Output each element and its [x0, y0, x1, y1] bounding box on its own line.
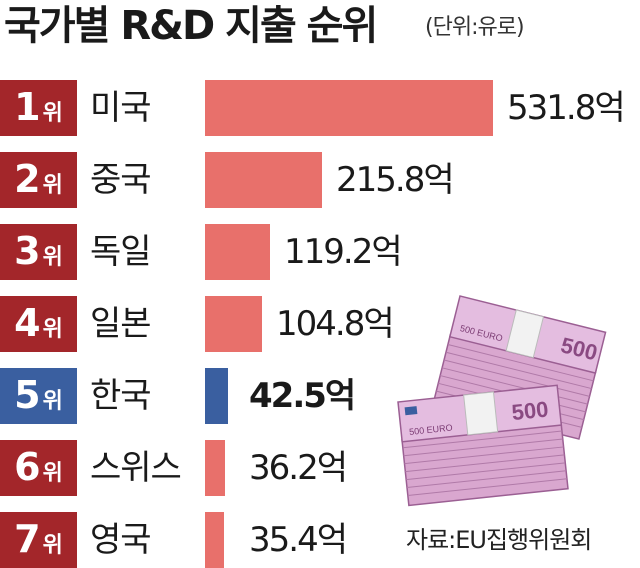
chart-row: 1 위 미국 531.8억	[0, 72, 640, 136]
chart-row: 6 위 스위스 36.2억	[0, 432, 640, 496]
euro-banknote-stacks-icon: 500 EURO 500 500 EURO 500	[397, 295, 607, 507]
rank-number: 7	[14, 517, 41, 561]
country-label: 독일	[90, 232, 152, 272]
rank-number: 5	[14, 373, 41, 417]
country-label: 중국	[90, 160, 152, 200]
value-label: 36.2억	[249, 448, 348, 488]
bar	[205, 224, 270, 280]
chart-title: 국가별 R&D 지출 순위	[4, 3, 378, 49]
bar	[205, 152, 322, 208]
chart-row: 4 위 일본 104.8억	[0, 288, 640, 352]
rank-number: 4	[14, 301, 41, 345]
unit-note: (단위:유로)	[425, 15, 525, 40]
rank-suffix: 위	[42, 461, 63, 486]
rank-number: 3	[14, 229, 41, 273]
rank-suffix: 위	[42, 533, 63, 558]
value-label: 104.8억	[276, 304, 395, 344]
bar	[205, 80, 493, 136]
chart-row: 7 위 영국 35.4억	[0, 504, 640, 568]
rank-number: 1	[14, 85, 41, 129]
bar	[205, 440, 225, 496]
rank-suffix: 위	[42, 245, 63, 270]
banknote-denomination-front: 500	[510, 396, 549, 425]
country-label: 한국	[90, 376, 152, 416]
country-label: 미국	[90, 88, 152, 128]
bar	[205, 368, 228, 424]
chart-row: 2 위 중국 215.8억	[0, 144, 640, 208]
chart-row: 3 위 독일 119.2억	[0, 216, 640, 280]
rank-number: 6	[14, 445, 41, 489]
country-label: 스위스	[90, 448, 182, 488]
value-label: 531.8억	[507, 88, 626, 128]
chart-row: 5 위 한국 42.5억	[0, 360, 640, 424]
rank-suffix: 위	[42, 317, 63, 342]
bar	[205, 512, 224, 568]
source-note: 자료:EU집행위원회	[406, 526, 592, 554]
rank-suffix: 위	[42, 101, 63, 126]
value-label: 119.2억	[284, 232, 403, 272]
country-label: 영국	[90, 520, 152, 560]
banknote-text-front: 500 EURO	[409, 422, 453, 436]
rank-suffix: 위	[42, 173, 63, 198]
value-label: 42.5억	[249, 376, 356, 416]
rank-suffix: 위	[42, 389, 63, 414]
country-label: 일본	[90, 304, 152, 344]
value-label: 35.4억	[249, 520, 348, 560]
rank-number: 2	[14, 157, 41, 201]
value-label: 215.8억	[336, 160, 455, 200]
bar	[205, 296, 262, 352]
